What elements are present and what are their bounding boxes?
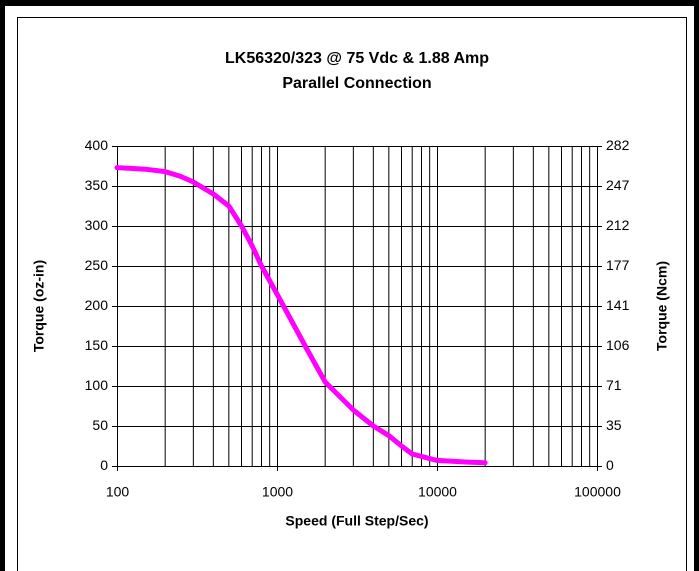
chart-border [17, 17, 687, 571]
y-tick-label: 50 [92, 417, 108, 433]
y-tick-label: 100 [85, 377, 109, 393]
y-tick-label: 0 [100, 457, 108, 473]
y-tick-label: 200 [85, 297, 109, 313]
y2-axis-label: Torque (Ncm) [654, 261, 670, 351]
y2-tick-label: 106 [606, 337, 630, 353]
background [5, 6, 694, 571]
y2-tick-label: 212 [606, 217, 630, 233]
x-axis-label: Speed (Full Step/Sec) [285, 513, 428, 529]
x-tick-label: 10000 [418, 484, 457, 500]
y-tick-label: 350 [85, 177, 109, 193]
plot-frame [117, 146, 598, 467]
chart-subtitle: Parallel Connection [282, 75, 431, 92]
y2-tick-label: 177 [606, 257, 630, 273]
y-tick-label: 300 [85, 217, 109, 233]
x-tick-label: 100000 [574, 484, 621, 500]
x-tick-label: 1000 [262, 484, 293, 500]
y2-tick-label: 247 [606, 177, 630, 193]
y2-tick-label: 35 [606, 417, 622, 433]
y-tick-label: 400 [85, 137, 109, 153]
chart-title: LK56320/323 @ 75 Vdc & 1.88 Amp [225, 50, 489, 67]
x-tick-label: 100 [106, 484, 130, 500]
y-axis-label: Torque (oz-in) [31, 260, 47, 352]
data-line [114, 165, 488, 466]
y-tick-label: 250 [85, 257, 109, 273]
y2-tick-label: 282 [606, 137, 630, 153]
y2-tick-label: 0 [606, 457, 614, 473]
y-tick-label: 150 [85, 337, 109, 353]
y2-tick-label: 141 [606, 297, 630, 313]
y2-tick-label: 71 [606, 377, 622, 393]
